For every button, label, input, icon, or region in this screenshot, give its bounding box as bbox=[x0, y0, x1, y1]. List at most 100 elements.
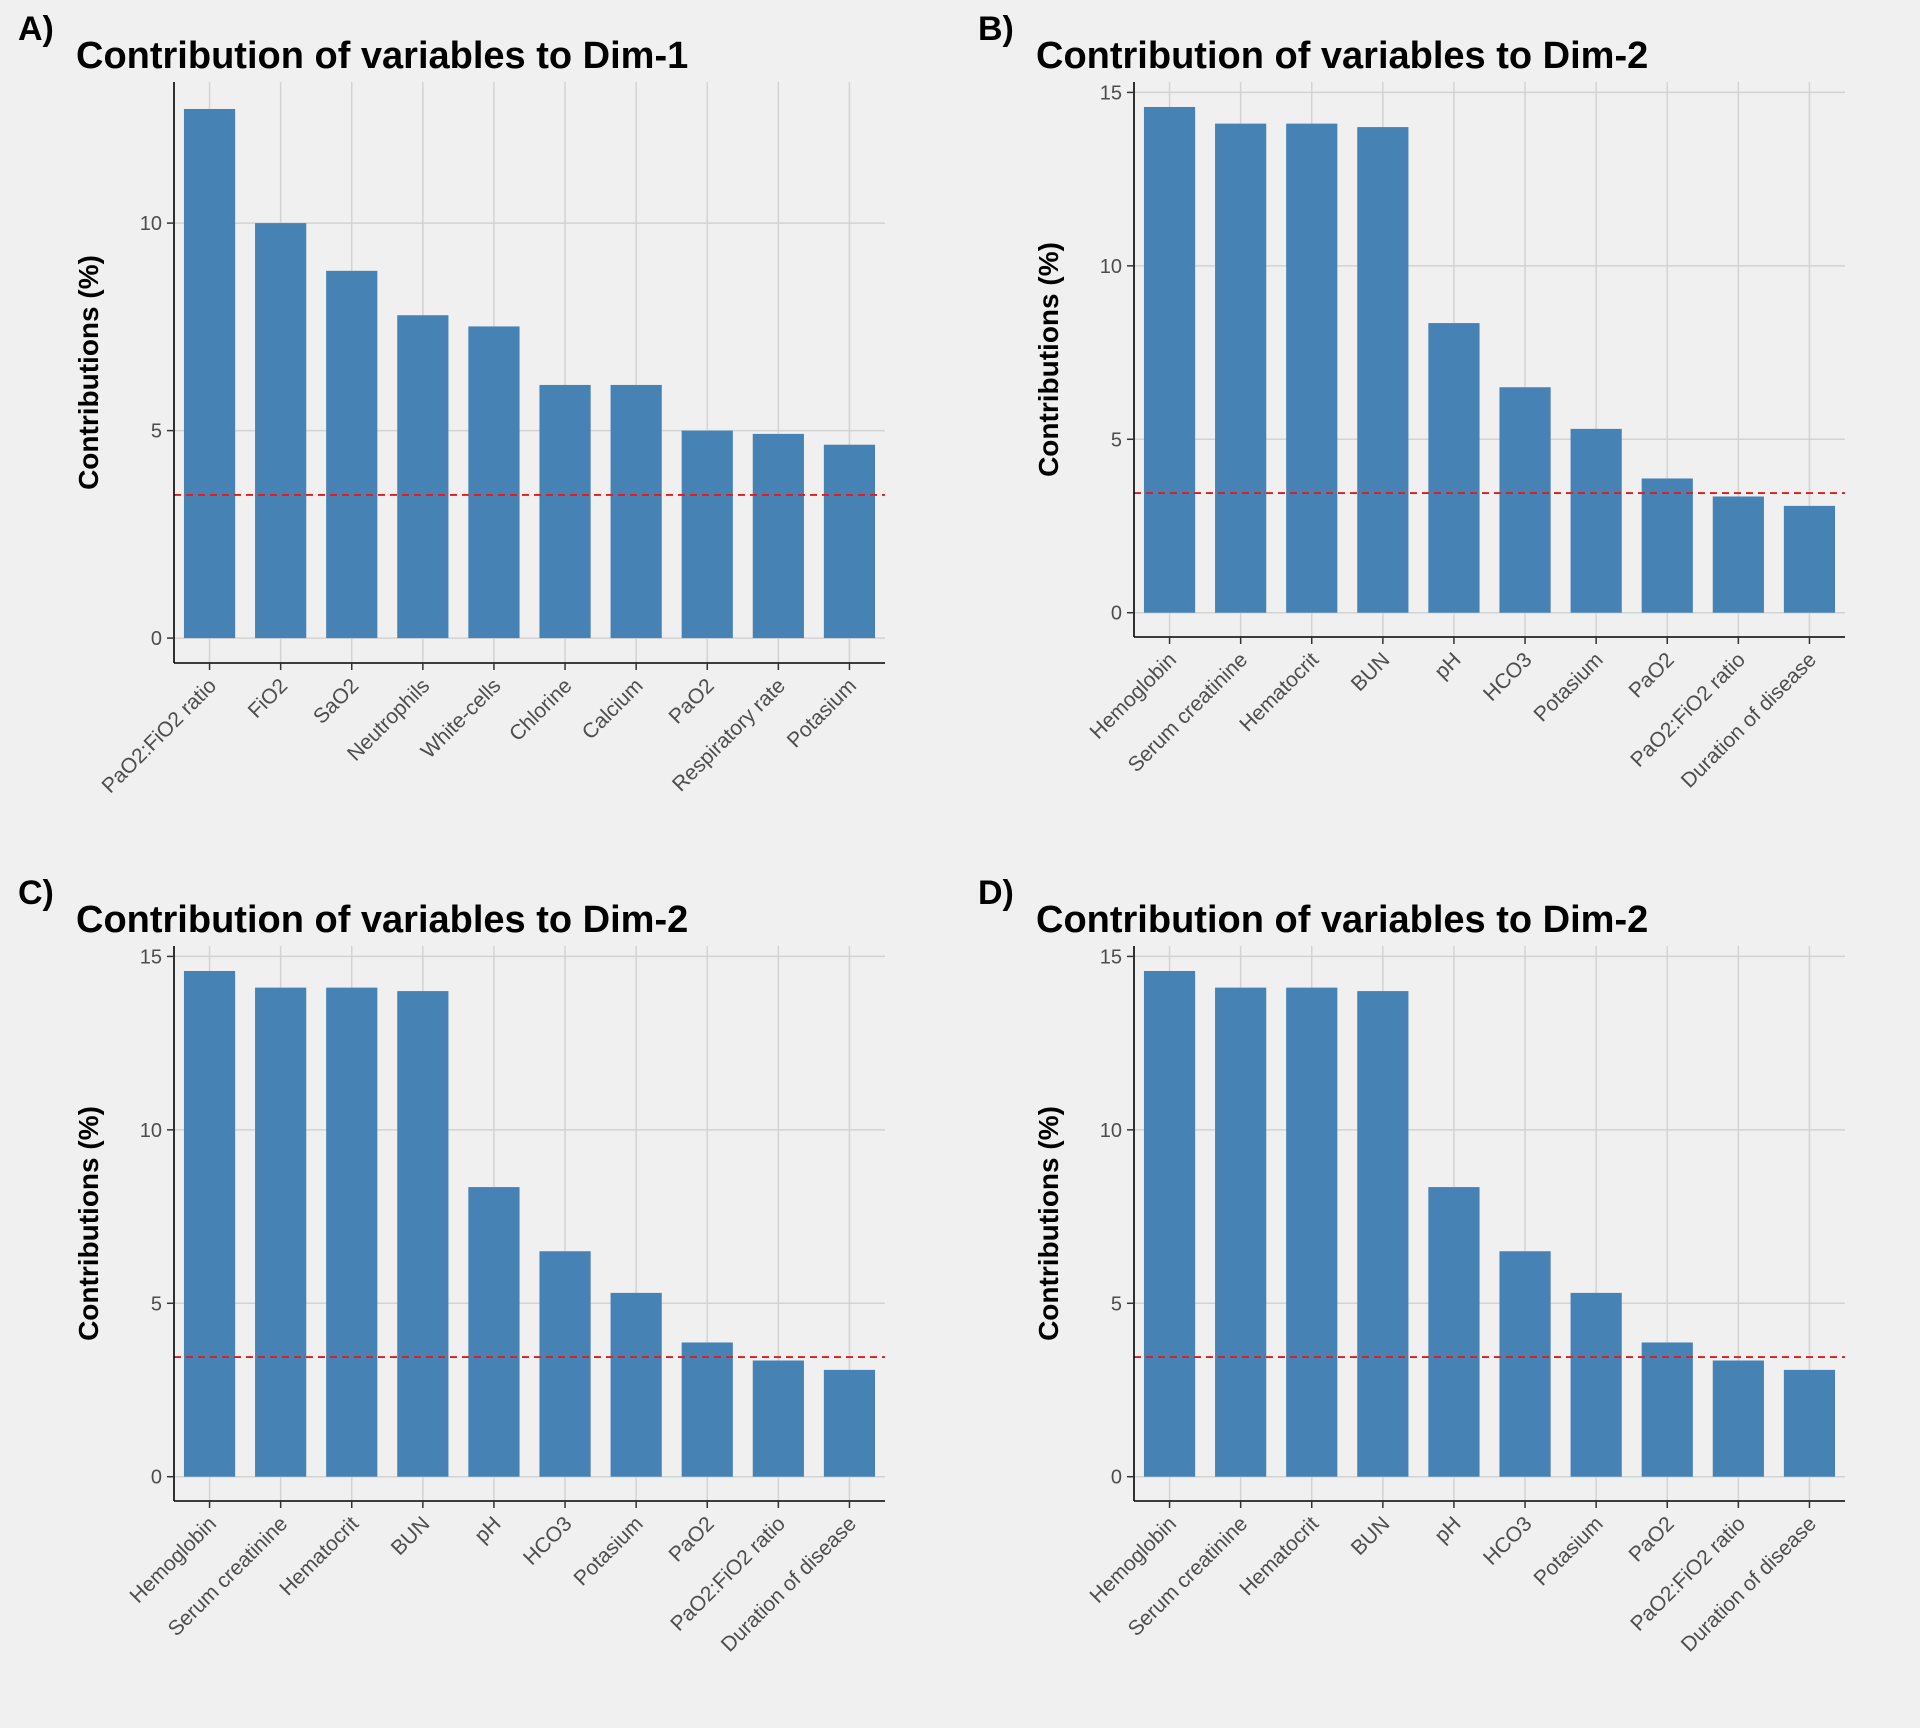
bar bbox=[468, 326, 520, 639]
x-tick-label: Potasium bbox=[783, 674, 861, 752]
bar bbox=[1143, 970, 1196, 1477]
y-tick-label: 5 bbox=[151, 1293, 162, 1315]
y-tick-label: 0 bbox=[151, 628, 162, 650]
bar bbox=[183, 108, 236, 639]
bar bbox=[1357, 127, 1409, 613]
bar bbox=[1570, 428, 1622, 613]
panel-letter: B) bbox=[978, 10, 1014, 48]
x-tick-label: Serum creatinine bbox=[1124, 648, 1253, 777]
panel-letter: A) bbox=[18, 10, 54, 48]
chart-panel: D) Contribution of variables to Dim-2 0 5 10… bbox=[978, 874, 1845, 1656]
bar bbox=[1570, 1292, 1622, 1477]
bar bbox=[752, 1360, 804, 1477]
bar bbox=[1641, 478, 1693, 613]
bar bbox=[1215, 123, 1267, 613]
x-tick-label: HCO3 bbox=[1479, 648, 1537, 706]
x-tick-label: PaO2 bbox=[1625, 648, 1679, 702]
x-tick-label: pH bbox=[1430, 1512, 1465, 1547]
bar bbox=[1357, 991, 1409, 1477]
bar bbox=[1143, 106, 1196, 613]
chart-panel: C) Contribution of variables to Dim-2 0 5 10… bbox=[18, 874, 885, 1656]
bar bbox=[681, 430, 733, 639]
x-tick-label: PaO2:FiO2 ratio bbox=[98, 674, 222, 798]
x-tick-label: Potasium bbox=[570, 1512, 648, 1590]
x-tick-label: pH bbox=[1430, 648, 1465, 683]
bar bbox=[681, 1342, 733, 1477]
x-tick-label: Potasium bbox=[1530, 648, 1608, 726]
x-tick-label: Duration of disease bbox=[1677, 648, 1821, 792]
chart-title: Contribution of variables to Dim-2 bbox=[1036, 899, 1648, 941]
y-axis-title: Contributions (%) bbox=[73, 255, 104, 490]
bar bbox=[1428, 1187, 1480, 1477]
y-tick-label: 5 bbox=[1111, 1293, 1122, 1315]
bar bbox=[468, 1187, 520, 1477]
x-tick-label: PaO2 bbox=[665, 1512, 719, 1566]
bar bbox=[539, 384, 591, 639]
bar bbox=[823, 1369, 876, 1477]
chart-title: Contribution of variables to Dim-2 bbox=[1036, 35, 1648, 77]
y-tick-label: 5 bbox=[151, 421, 162, 443]
x-tick-label: Serum creatinine bbox=[164, 1512, 293, 1641]
bar bbox=[1783, 1369, 1836, 1477]
bar bbox=[1428, 323, 1480, 613]
x-tick-label: Serum creatinine bbox=[1124, 1512, 1253, 1641]
bar bbox=[1286, 987, 1338, 1477]
y-tick-label: 10 bbox=[140, 213, 162, 235]
bar bbox=[539, 1251, 591, 1477]
y-axis-title: Contributions (%) bbox=[73, 1106, 104, 1341]
chart-title: Contribution of variables to Dim-1 bbox=[76, 35, 688, 77]
bar bbox=[326, 987, 378, 1477]
bar bbox=[1286, 123, 1338, 613]
x-tick-label: BUN bbox=[1347, 1512, 1395, 1560]
bar bbox=[397, 315, 449, 639]
x-tick-label: HCO3 bbox=[519, 1512, 577, 1570]
y-tick-label: 10 bbox=[140, 1120, 162, 1142]
bar bbox=[752, 433, 804, 639]
chart-panel: A) Contribution of variables to Dim-1 0 5 10… bbox=[18, 10, 885, 798]
x-tick-label: pH bbox=[470, 1512, 505, 1547]
bar bbox=[1783, 505, 1836, 613]
bar bbox=[1499, 1251, 1551, 1477]
x-tick-label: Calcium bbox=[578, 674, 648, 744]
y-axis-title: Contributions (%) bbox=[1033, 1106, 1064, 1341]
y-tick-label: 0 bbox=[1111, 1467, 1122, 1489]
bar bbox=[823, 444, 876, 639]
y-tick-label: 10 bbox=[1100, 1120, 1122, 1142]
panel-letter: C) bbox=[18, 874, 54, 912]
y-tick-label: 15 bbox=[140, 946, 162, 968]
x-tick-label: PaO2 bbox=[1625, 1512, 1679, 1566]
bar bbox=[397, 991, 449, 1477]
y-tick-label: 15 bbox=[1100, 82, 1122, 104]
x-tick-label: HCO3 bbox=[1479, 1512, 1537, 1570]
chart-panel: B) Contribution of variables to Dim-2 0 5 10… bbox=[978, 10, 1845, 792]
bar bbox=[255, 987, 307, 1477]
y-tick-label: 15 bbox=[1100, 946, 1122, 968]
bar bbox=[610, 1292, 662, 1477]
x-tick-label: FiO2 bbox=[244, 674, 292, 722]
y-tick-label: 0 bbox=[1111, 603, 1122, 625]
x-tick-label: Potasium bbox=[1530, 1512, 1608, 1590]
bar bbox=[1712, 496, 1764, 613]
bar bbox=[183, 970, 236, 1477]
x-tick-label: PaO2 bbox=[665, 674, 719, 728]
bar bbox=[1712, 1360, 1764, 1477]
x-tick-label: Chlorine bbox=[505, 674, 577, 746]
bar bbox=[1499, 387, 1551, 613]
x-tick-label: BUN bbox=[1347, 648, 1395, 696]
y-tick-label: 0 bbox=[151, 1467, 162, 1489]
x-tick-label: SaO2 bbox=[309, 674, 363, 728]
bar bbox=[326, 270, 378, 639]
bar bbox=[610, 384, 662, 639]
bar bbox=[1215, 987, 1267, 1477]
panel-letter: D) bbox=[978, 874, 1014, 912]
y-axis-title: Contributions (%) bbox=[1033, 242, 1064, 477]
chart-title: Contribution of variables to Dim-2 bbox=[76, 899, 688, 941]
x-tick-label: Duration of disease bbox=[717, 1512, 861, 1656]
y-tick-label: 5 bbox=[1111, 429, 1122, 451]
x-tick-label: BUN bbox=[387, 1512, 435, 1560]
bar bbox=[255, 223, 307, 639]
y-tick-label: 10 bbox=[1100, 256, 1122, 278]
x-tick-label: Duration of disease bbox=[1677, 1512, 1821, 1656]
bar bbox=[1641, 1342, 1693, 1477]
